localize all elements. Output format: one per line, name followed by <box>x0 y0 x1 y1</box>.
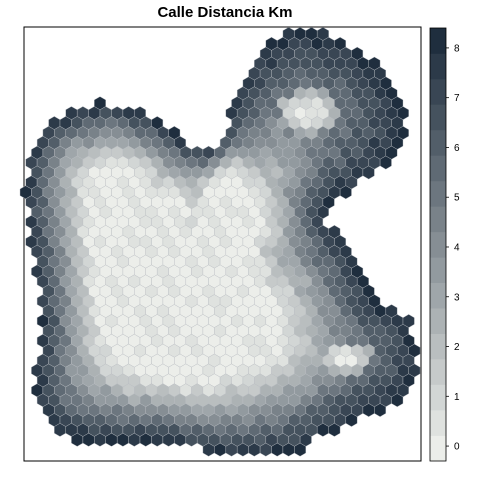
hex-cell <box>379 155 392 170</box>
legend-swatch <box>430 257 446 283</box>
legend-swatch <box>430 308 446 334</box>
legend-swatch <box>430 104 446 131</box>
legend-swatch <box>430 53 446 80</box>
legend-swatch <box>430 28 446 54</box>
legend-swatch <box>430 231 446 258</box>
legend-swatch <box>430 155 446 182</box>
map-title: Calle Distancia Km <box>157 4 293 21</box>
legend-frame <box>429 27 447 462</box>
legend-tick-label: 6 <box>454 143 460 154</box>
legend-tick-label: 0 <box>454 442 460 453</box>
hex-cell <box>328 423 341 437</box>
legend-swatch <box>430 435 446 462</box>
legend-tick-label: 1 <box>454 392 460 403</box>
hex-cells <box>19 27 421 457</box>
legend-tick-label: 4 <box>454 242 460 253</box>
hex-cell <box>362 165 375 180</box>
hex-cell <box>374 403 386 417</box>
legend-swatch <box>430 78 446 105</box>
legend-tick-label: 8 <box>454 43 460 54</box>
hex-cell <box>294 442 306 457</box>
color-legend: 0 1 2 3 4 5 6 7 8 <box>429 27 460 462</box>
hex-cell <box>391 393 404 408</box>
legend-swatch <box>430 333 446 360</box>
legend-tick-label: 7 <box>454 93 460 104</box>
legend-tick-label: 5 <box>454 193 460 204</box>
hex-cell <box>339 185 352 200</box>
legend-tick-label: 3 <box>454 292 460 303</box>
legend-swatch <box>430 206 446 233</box>
legend-tick-label: 2 <box>454 342 460 353</box>
legend-swatch <box>430 384 446 411</box>
legend-swatch <box>430 410 446 436</box>
legend-swatch <box>430 282 446 309</box>
hex-cell <box>345 413 358 427</box>
legend-swatch <box>430 359 446 385</box>
legend-swatch <box>430 129 446 156</box>
legend-swatch <box>430 180 446 207</box>
